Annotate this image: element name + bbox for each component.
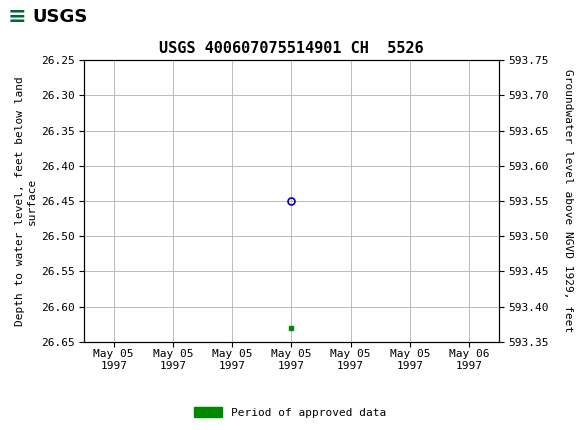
Y-axis label: Groundwater level above NGVD 1929, feet: Groundwater level above NGVD 1929, feet xyxy=(563,69,573,333)
Text: ≡: ≡ xyxy=(8,7,26,27)
Bar xyxy=(5,3,106,32)
Text: USGS: USGS xyxy=(32,8,87,26)
Legend: Period of approved data: Period of approved data xyxy=(190,402,390,422)
Y-axis label: Depth to water level, feet below land
surface: Depth to water level, feet below land su… xyxy=(15,76,37,326)
Title: USGS 400607075514901 CH  5526: USGS 400607075514901 CH 5526 xyxy=(159,41,424,56)
